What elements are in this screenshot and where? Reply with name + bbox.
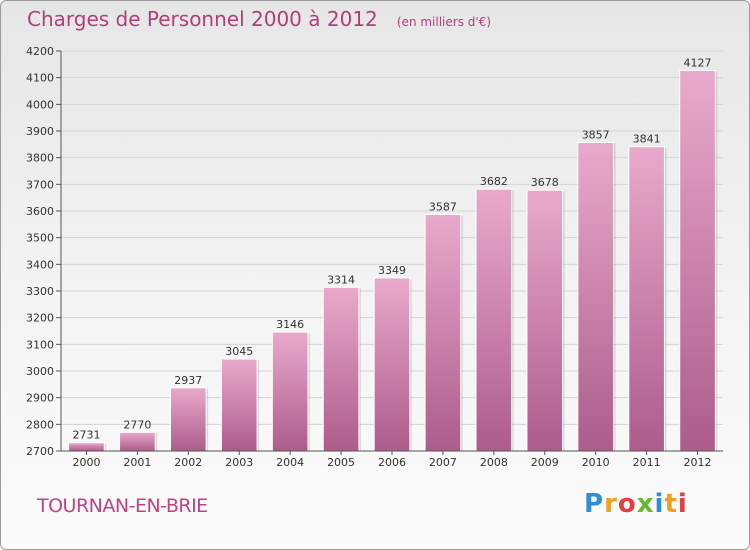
y-tick-label: 3800 [26,152,54,165]
commune-name: TOURNAN-EN-BRIE [37,495,208,517]
data-label: 3587 [429,200,457,213]
data-label: 2937 [174,374,202,387]
bar [475,188,513,452]
y-tick-label: 3400 [26,258,54,271]
title-row: Charges de Personnel 2000 à 2012 (en mil… [27,7,491,31]
y-tick-label: 4200 [26,45,54,58]
y-tick-label: 4100 [26,72,54,85]
proxiti-logo: Proxiti [584,489,688,519]
x-tick-label: 2000 [72,456,100,469]
y-tick-label: 3600 [26,205,54,218]
bar [68,442,105,452]
x-tick-label: 2004 [276,456,304,469]
y-tick-label: 2800 [26,418,54,431]
logo-letter: P [584,489,605,519]
bar [322,286,360,452]
logo-letter: o [617,489,637,519]
x-tick-label: 2007 [429,456,457,469]
bar [628,146,665,452]
x-tick-label: 2002 [174,456,202,469]
bar [577,141,615,452]
logo-letter: t [664,489,678,519]
logo-letter: i [677,489,688,519]
bar [679,69,716,452]
x-tick-label: 2001 [123,456,151,469]
y-tick-label: 3300 [26,285,54,298]
bar [220,358,258,452]
y-tick-label: 3200 [26,312,54,325]
x-tick-label: 2012 [684,456,712,469]
y-tick-label: 2700 [26,445,54,458]
bars: 2731 2770 2937 3045 3146 3314 3349 3587 3682 3678… [68,56,718,452]
logo-letter: r [604,489,618,519]
x-tick-label: 2003 [225,456,253,469]
y-tick-label: 3000 [26,365,54,378]
bar [373,277,411,452]
x-tick-label: 2006 [378,456,406,469]
data-label: 3146 [276,318,304,331]
logo-letter: i [654,489,665,519]
bar [271,331,309,452]
data-label: 2731 [72,429,100,442]
data-label: 3314 [327,273,355,286]
axes: 2700 2800 2900 3000 3100 3200 3300 3400 3500 3600… [26,45,723,469]
bar [526,189,564,452]
x-tick-label: 2008 [480,456,508,469]
y-tick-label: 3700 [26,178,54,191]
data-label: 3857 [582,128,610,141]
x-tick-label: 2011 [633,456,661,469]
x-tick-label: 2009 [531,456,559,469]
y-tick-label: 3900 [26,125,54,138]
y-tick-label: 3500 [26,232,54,245]
data-label: 3045 [225,345,253,358]
x-tick-label: 2005 [327,456,355,469]
bar [119,431,156,452]
y-tick-label: 3100 [26,338,54,351]
data-label: 3682 [480,175,508,188]
data-label: 3841 [633,133,661,146]
y-tick-label: 2900 [26,392,54,405]
y-tick-label: 4000 [26,98,54,111]
logo-letter: x [636,489,655,519]
data-label: 2770 [123,418,151,431]
x-tick-label: 2010 [582,456,610,469]
bar [424,213,462,452]
data-label: 4127 [684,56,712,69]
chart-title: Charges de Personnel 2000 à 2012 [27,7,378,31]
chart-subtitle: (en milliers d'€) [396,15,491,29]
data-label: 3349 [378,264,406,277]
data-label: 3678 [531,176,559,189]
bar [169,387,207,452]
